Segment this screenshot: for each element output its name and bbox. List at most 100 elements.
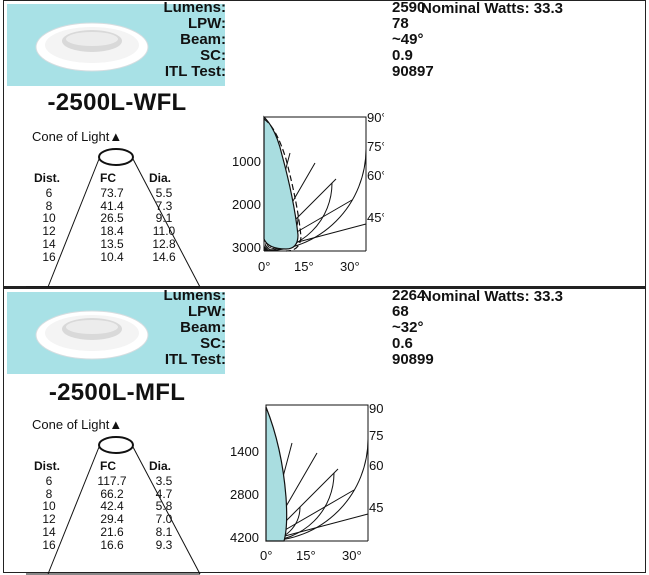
header-dia: Dia. [149,171,172,185]
table-cell: 21.6 [100,524,124,539]
bottom-angle-label: 0° [258,259,270,274]
angle-label: 90° [367,110,384,125]
radial-label: 2000 [232,197,261,212]
table-cell: 29.4 [100,512,124,527]
table-cell: 12 [42,512,56,527]
bottom-angle-label: 15° [296,548,316,563]
table-cell: 8.1 [155,524,173,539]
header-dist: Dist. [34,171,61,185]
table-cell: 8 [45,486,53,501]
angle-label: 60° [367,168,384,183]
header-dist: Dist. [34,459,61,473]
header-fc: FC [100,459,116,473]
header-fc: FC [100,171,116,185]
bottom-angle-label: 30° [342,548,362,563]
header-dia: Dia. [149,459,172,473]
fixture-image [7,4,225,86]
table-cell: 7.0 [155,512,173,527]
table-cell: 14 [42,524,56,539]
angle-label: 60° [369,458,384,473]
table-cell: 14.6 [152,249,176,264]
spec-label: Beam: [180,31,226,48]
model-number: -2500L-WFL [47,89,187,116]
angle-label: 45° [367,210,384,225]
spec-value: 2264 [392,287,426,304]
table-cell: 14 [42,236,56,251]
table-cell: 117.7 [97,474,127,488]
table-cell: 66.2 [100,486,124,501]
product-panel-wfl: -2500L-WFL Cone of Light▲ Dist. FC Dia. … [3,0,646,288]
table-cell: 9.1 [155,211,173,226]
spec-label: LPW: [187,303,226,320]
table-cell: 13.5 [100,236,124,251]
dia-column: 5.5 7.3 9.1 11.0 12.8 14.6 [147,187,181,263]
bottom-angle-label: 0° [260,548,272,563]
product-panel-mfl: -2500L-MFL Cone of Light▲ Dist. FC Dia. … [3,287,646,575]
table-cell: 6 [45,474,53,488]
table-cell: 3.5 [155,474,173,488]
fixture-image [7,292,225,374]
radial-label: 2800 [230,487,259,502]
cone-of-light-label: Cone of Light▲ [32,417,123,432]
model-number: -2500L-MFL [48,379,186,406]
dist-column: 6 8 10 12 14 16 [34,475,64,551]
table-cell: 10.4 [100,249,124,264]
fc-column: 117.7 66.2 42.4 29.4 21.6 16.6 [92,475,132,551]
angle-label: 75° [369,428,384,443]
table-cell: 12 [42,224,56,239]
table-cell: 8 [45,198,53,213]
spec-value: ~49° [392,31,424,48]
spec-value: 2590 [392,0,426,16]
spec-value: 90899 [392,351,434,368]
spec-value: 78 [392,15,409,32]
table-cell: 16 [42,249,56,264]
beam-distribution-area [263,115,299,250]
spec-label: LPW: [187,15,226,32]
dia-column: 3.5 4.7 5.8 7.0 8.1 9.3 [147,475,181,551]
angle-label: 90° [369,401,384,416]
table-cell: 5.5 [155,186,173,200]
table-cell: 73.7 [100,186,124,200]
table-cell: 6 [45,186,53,200]
table-cell: 16 [42,537,56,552]
beam-candela-curve [263,118,302,252]
table-cell: 4.7 [155,486,173,501]
spec-value: ~32° [392,319,424,336]
spec-label: ITL Test: [164,351,226,368]
table-cell: 7.3 [155,198,173,213]
spec-label: SC: [200,335,226,352]
table-cell: 11.0 [152,224,176,239]
beam-distribution-area [265,406,288,542]
downlight-icon [35,22,149,72]
table-cell: 41.4 [100,198,124,213]
radial-label: 1000 [232,154,261,169]
radial-label: 3000 [232,240,261,255]
radial-label: 4200 [230,530,259,545]
cone-of-light-label: Cone of Light▲ [32,129,123,144]
spec-value: 0.6 [392,335,413,352]
spec-value: 0.9 [392,47,413,64]
table-cell: 10 [42,499,56,514]
bottom-angle-label: 30° [340,259,360,274]
table-cell: 9.3 [155,537,173,552]
dist-column: 6 8 10 12 14 16 [34,187,64,263]
table-cell: 10 [42,211,56,226]
table-cell: 12.8 [152,236,176,251]
spec-value: 90897 [392,63,434,80]
angle-label: 75° [367,139,384,154]
nominal-watts: Nominal Watts: 33.3 [421,288,563,305]
fc-column: 73.7 41.4 26.5 18.4 13.5 10.4 [92,187,132,263]
photometric-chart: 1400 2800 4200 90° 75° 60° 45° 0° 15° 30… [230,401,384,563]
spec-value: 68 [392,303,409,320]
table-cell: 26.5 [100,211,124,226]
table-cell: 42.4 [100,499,124,514]
table-cell: 5.8 [155,499,173,514]
spec-label: Lumens: [163,287,226,304]
table-cell: 16.6 [100,537,124,552]
spec-label: Lumens: [163,0,226,16]
table-cell: 18.4 [100,224,124,239]
angle-label: 45° [369,500,384,515]
spec-label: SC: [200,47,226,64]
radial-label: 1400 [230,444,259,459]
spec-label: ITL Test: [164,63,226,80]
